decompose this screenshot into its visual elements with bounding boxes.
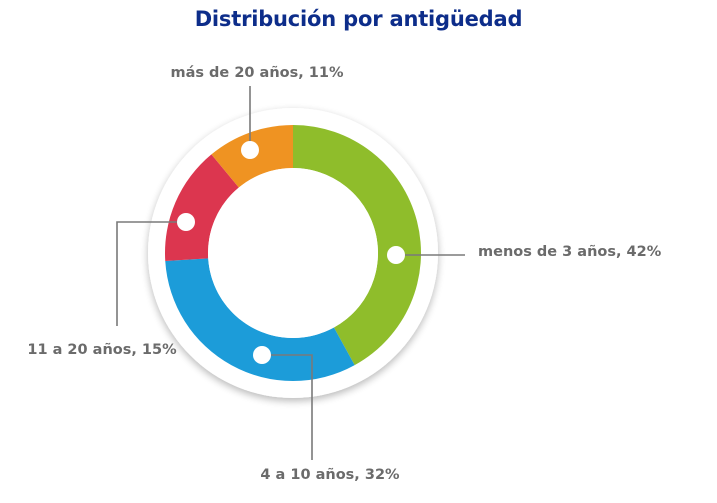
slice-label-11-a-20: 11 a 20 años, 15%: [27, 342, 177, 358]
slice-4-a-10: [165, 258, 355, 382]
slice-menos-de-3: [293, 125, 421, 366]
slice-marker-dot-menos-de-3: [387, 246, 405, 264]
donut-hole: [208, 168, 378, 338]
slice-marker-dot-4-a-10: [253, 346, 271, 364]
slice-11-a-20: [165, 154, 239, 262]
slice-label-4-a-10: 4 a 10 años, 32%: [260, 467, 400, 483]
slice-label-menos-de-3: menos de 3 años, 42%: [478, 244, 662, 260]
leader-line-4-a-10: [262, 354, 313, 460]
chart-title: Distribución por antigüedad: [194, 7, 523, 31]
slice-marker-dot-mas-de-20: [241, 141, 259, 159]
slice-label-mas-de-20: más de 20 años, 11%: [170, 65, 343, 81]
slice-marker-dot-11-a-20: [177, 213, 195, 231]
leader-line-11-a-20: [116, 221, 186, 326]
